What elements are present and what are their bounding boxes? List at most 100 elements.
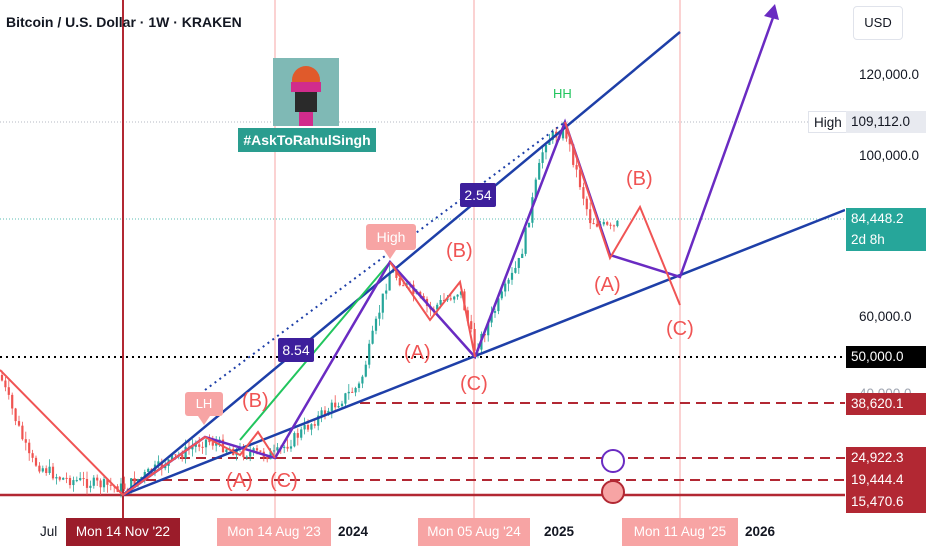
candle-body [585, 198, 588, 210]
countdown-tag: 2d 8h [846, 229, 926, 251]
high-tag-value: 109,112.0 [846, 111, 926, 133]
candle-body [17, 421, 21, 426]
symbol-title: Bitcoin / U.S. Dollar · 1W · KRAKEN [6, 14, 242, 30]
candle-body [55, 477, 58, 479]
candle-body [344, 393, 347, 404]
candle-body [374, 318, 378, 331]
candle-body [609, 224, 612, 226]
candle-body [422, 295, 425, 299]
candle-body [398, 277, 401, 286]
candle-body [130, 478, 133, 490]
channel-lower-line [122, 208, 846, 497]
wave-a-2: (A) [404, 342, 431, 364]
candle-body [310, 424, 313, 430]
time-label-jul: Jul [40, 524, 58, 539]
candle-body [303, 425, 306, 430]
candle-body [442, 299, 446, 301]
candle-body [300, 429, 303, 438]
current-price-tag: 84,448.2 [846, 208, 926, 230]
ratio-2-54: 2.54 [464, 187, 492, 203]
candle-body [306, 425, 310, 430]
candle-body [198, 444, 201, 447]
candle-body [354, 387, 357, 393]
price-axis[interactable] [845, 0, 932, 518]
candle-body [51, 466, 55, 479]
candle-body [283, 446, 286, 449]
currency-selector[interactable]: USD [853, 6, 903, 40]
candle-body [595, 223, 599, 227]
candle-body [109, 484, 112, 486]
candle-body [14, 408, 17, 422]
candle-body [371, 330, 374, 344]
level-tag-24922: 24,922.3 [846, 447, 926, 469]
ratio-8-54: 8.54 [282, 342, 310, 358]
candle-body [456, 294, 459, 297]
wave-c-2: (C) [460, 373, 488, 395]
candle-body [602, 222, 605, 225]
candle-body [72, 480, 75, 486]
candle-body [106, 479, 109, 485]
price-label-100000: 100,000.0 [859, 148, 920, 163]
candle-body [147, 468, 150, 473]
candle-body [293, 433, 296, 447]
candle-body [296, 433, 299, 438]
candle-body [517, 258, 520, 268]
candle-body [534, 179, 537, 198]
candle-body [58, 477, 61, 480]
candle-body [45, 468, 48, 473]
candle-body [215, 443, 218, 446]
date-tag-nov-22: Mon 14 Nov '22 [66, 518, 180, 546]
candle-body [11, 394, 14, 409]
flag-icon[interactable] [601, 480, 625, 504]
candle-body [493, 311, 497, 313]
candle-body [201, 446, 204, 448]
candle-body [48, 466, 51, 473]
candle-body [119, 483, 123, 492]
candle-body [272, 450, 276, 452]
hh-label: HH [553, 86, 572, 101]
candle-body [388, 272, 391, 291]
lightning-icon[interactable] [601, 449, 625, 473]
candle-body [347, 391, 350, 394]
ratio-badge-2-54 [460, 183, 496, 207]
candle-body [286, 446, 289, 449]
red-zigzag-3 [564, 121, 681, 306]
candle-body [612, 225, 616, 227]
candle-body [289, 446, 293, 449]
candle-body [38, 465, 41, 472]
candle-body [514, 267, 517, 273]
candle-body [133, 478, 136, 486]
candle-body [568, 138, 571, 145]
lh-label: LH [195, 396, 213, 411]
candles-group [0, 121, 619, 498]
candle-body [561, 127, 565, 139]
candle-body [85, 478, 89, 488]
candle-body [24, 439, 27, 443]
candle-body [504, 283, 507, 292]
candle-body [245, 456, 248, 458]
candle-body [507, 279, 510, 284]
candle-body [181, 454, 184, 459]
candle-body [123, 483, 126, 490]
candle-body [616, 220, 619, 227]
wave-c-3: (C) [666, 318, 694, 340]
arrow-head [764, 4, 779, 20]
candle-body [334, 402, 337, 408]
candle-body [204, 439, 208, 448]
candle-body [402, 285, 405, 287]
candle-body [242, 448, 245, 458]
candle-body [368, 343, 371, 365]
candle-body [473, 329, 476, 351]
candle-body [582, 187, 585, 199]
candle-body [184, 446, 187, 459]
wave-c-1: (C) [270, 470, 298, 492]
time-label-2024: 2024 [338, 524, 369, 539]
date-tag-aug-23: Mon 14 Aug '23 [217, 518, 331, 546]
candle-body [527, 222, 531, 228]
candle-body [79, 478, 82, 481]
candle-body [157, 461, 160, 465]
candle-body [521, 253, 524, 259]
high-tag-label: High [808, 111, 848, 133]
candle-body [252, 448, 255, 452]
